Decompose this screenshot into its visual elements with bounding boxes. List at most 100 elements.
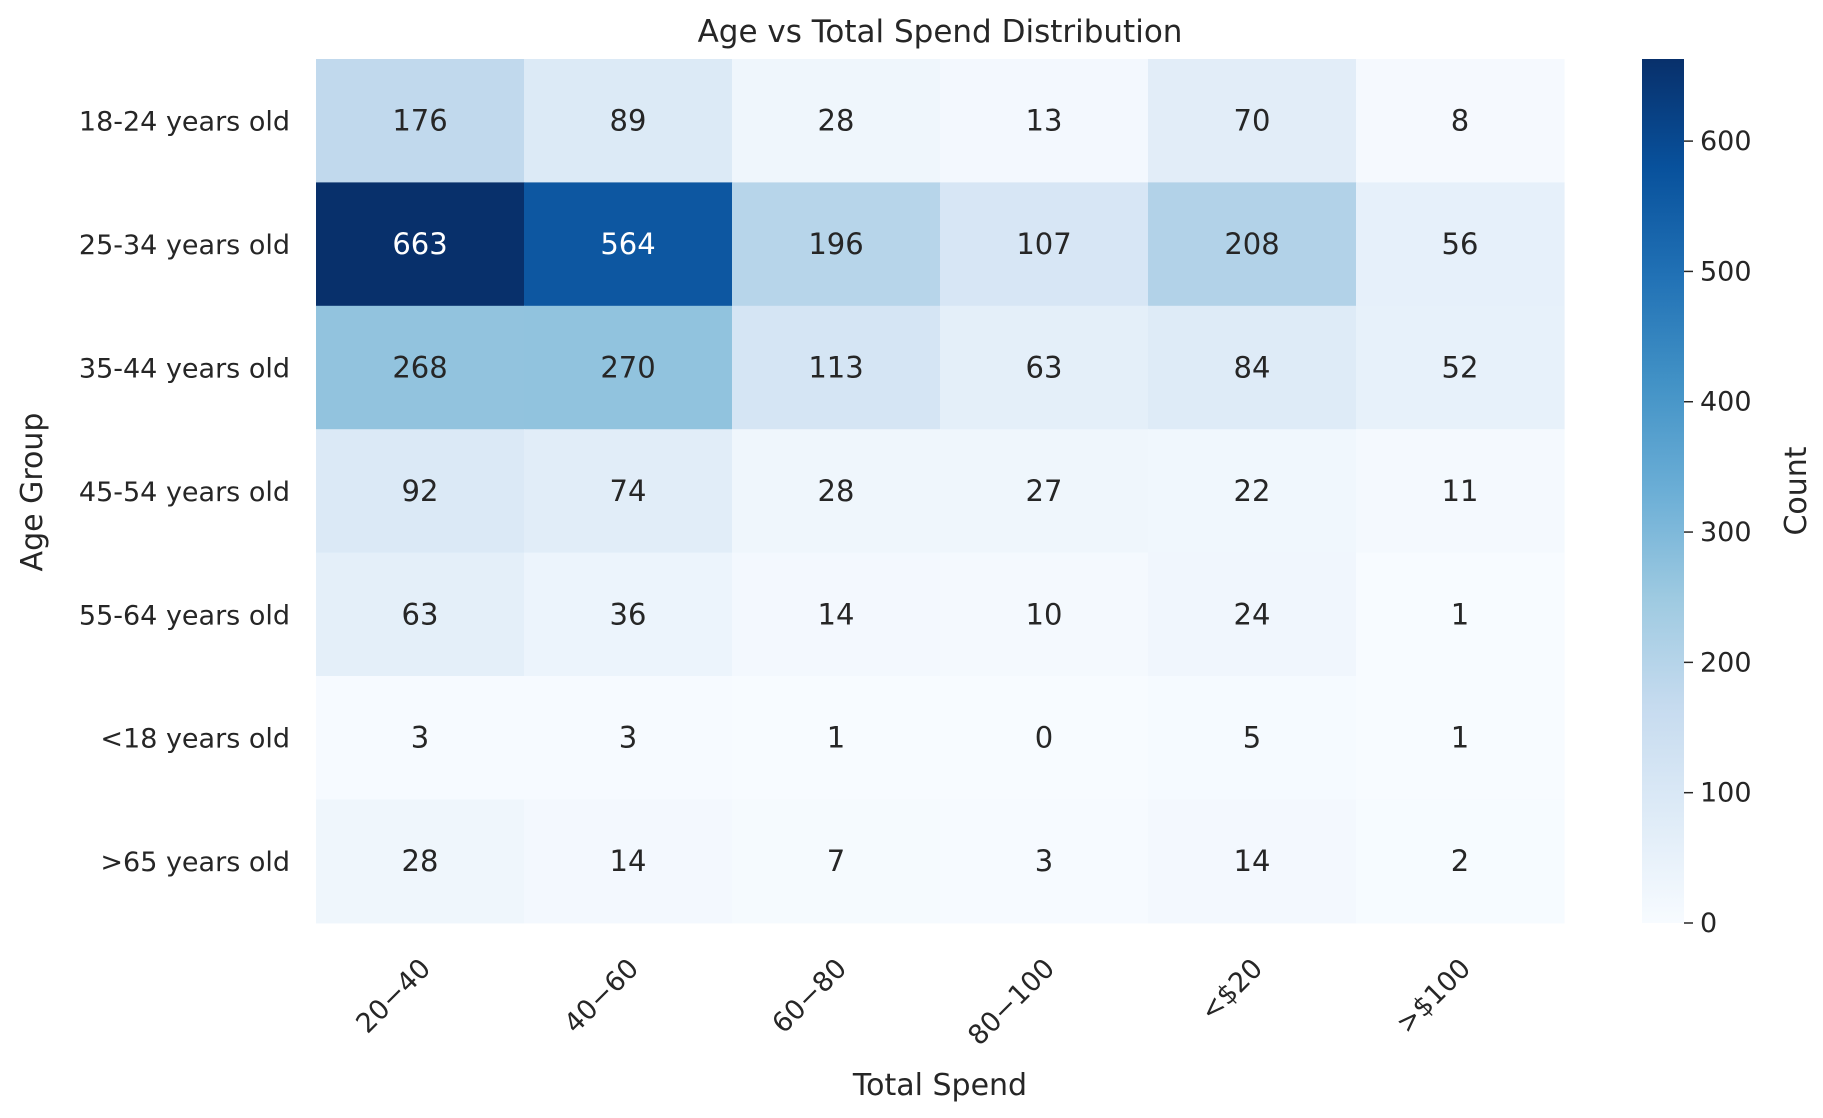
heatmap-cell [316, 59, 525, 183]
chart-title: Age vs Total Spend Distribution [698, 14, 1183, 50]
cell-value-label: 56 [1442, 227, 1479, 261]
cell-value-label: 2 [1451, 844, 1469, 878]
x-axis-label: Total Spend [852, 1068, 1027, 1103]
heatmap-cell [316, 552, 525, 677]
heatmap-cell [1148, 305, 1357, 430]
heatmap-cell [732, 552, 941, 677]
x-tick-label: 40−60 [558, 953, 645, 1040]
heatmap-cell [732, 182, 941, 307]
cell-value-label: 270 [600, 351, 655, 385]
y-tick-label: <18 years old [100, 724, 290, 755]
cell-value-label: 3 [411, 721, 429, 755]
x-tick-label: >$100 [1390, 953, 1477, 1040]
heatmap-cell [940, 799, 1149, 924]
cell-value-label: 63 [402, 597, 439, 631]
heatmap-cell [524, 429, 733, 554]
cell-value-label: 11 [1442, 474, 1479, 508]
y-tick-label: 45-54 years old [79, 477, 290, 508]
colorbar-tick-label: 400 [1700, 387, 1752, 418]
heatmap-cell [316, 676, 525, 800]
y-tick-label: 18-24 years old [79, 107, 290, 138]
cell-value-label: 176 [392, 104, 447, 138]
heatmap-cell [524, 799, 733, 924]
heatmap-cell [1356, 429, 1565, 554]
heatmap-cell [940, 59, 1149, 183]
cell-value-label: 5 [1243, 721, 1261, 755]
y-tick-label: 55-64 years old [79, 600, 290, 631]
cell-value-label: 0 [1035, 721, 1053, 755]
heatmap-cell [1356, 182, 1565, 307]
heatmap-cell [524, 676, 733, 800]
x-tick-label: 20−40 [350, 953, 437, 1040]
heatmap-cell [732, 799, 941, 924]
y-tick-labels: 18-24 years old 25-34 years old 35-44 year… [79, 107, 290, 878]
cell-value-label: 113 [808, 351, 863, 385]
heatmap-cell [524, 59, 733, 183]
heatmap-cell [316, 182, 525, 307]
cell-value-label: 14 [1234, 844, 1271, 878]
cell-value-label: 1 [827, 721, 845, 755]
heatmap-cell [1356, 799, 1565, 924]
heatmap-cell [1148, 676, 1357, 800]
heatmap-cell [940, 182, 1149, 307]
cell-value-label: 14 [610, 844, 647, 878]
heatmap-cell [732, 59, 941, 183]
x-tick-label: <$20 [1195, 953, 1269, 1027]
heatmap-cell [316, 799, 525, 924]
cell-value-label: 14 [818, 597, 855, 631]
colorbar [1642, 59, 1684, 923]
cell-value-label: 107 [1016, 227, 1071, 261]
heatmap-cell [316, 429, 525, 554]
cell-value-label: 28 [818, 474, 855, 508]
cell-value-label: 3 [1035, 844, 1053, 878]
heatmap-cell [316, 305, 525, 430]
cell-value-label: 28 [402, 844, 439, 878]
heatmap-cell [524, 305, 733, 430]
cell-value-label: 36 [610, 597, 647, 631]
cell-value-label: 7 [827, 844, 845, 878]
heatmap-cell [1356, 676, 1565, 800]
cell-value-label: 63 [1026, 351, 1063, 385]
heatmap-cell [1148, 182, 1357, 307]
colorbar-tick-label: 100 [1700, 778, 1752, 809]
cell-value-label: 27 [1026, 474, 1063, 508]
y-tick-label: 25-34 years old [79, 230, 290, 261]
heatmap-cell [524, 182, 733, 307]
heatmap-cells [316, 59, 1565, 924]
heatmap-cell [732, 429, 941, 554]
x-tick-label: 60−80 [766, 953, 853, 1040]
y-tick-label: >65 years old [100, 847, 290, 878]
heatmap-cell [732, 305, 941, 430]
colorbar-tick-label: 600 [1700, 126, 1752, 157]
cell-value-label: 663 [392, 227, 447, 261]
cell-value-label: 8 [1451, 104, 1469, 138]
cell-value-label: 564 [600, 227, 655, 261]
heatmap-cell [1148, 59, 1357, 183]
heatmap-cell [524, 552, 733, 677]
x-tick-labels: 20−40 40−60 60−80 80−100 <$20 >$100 [350, 953, 1477, 1052]
cell-value-label: 3 [619, 721, 637, 755]
heatmap-cell [1148, 429, 1357, 554]
colorbar-tick-label: 500 [1700, 256, 1752, 287]
cell-value-label: 74 [610, 474, 647, 508]
cell-value-label: 1 [1451, 597, 1469, 631]
heatmap-cell [1148, 552, 1357, 677]
cell-value-label: 1 [1451, 721, 1469, 755]
cell-value-label: 10 [1026, 597, 1063, 631]
colorbar-tick-label: 200 [1700, 647, 1752, 678]
heatmap-cell [940, 305, 1149, 430]
y-tick-label: 35-44 years old [79, 354, 290, 385]
cell-value-label: 13 [1026, 104, 1063, 138]
cell-value-label: 84 [1234, 351, 1271, 385]
heatmap-cell [732, 676, 941, 800]
cell-value-label: 92 [402, 474, 439, 508]
colorbar-tick-label: 300 [1700, 517, 1752, 548]
cell-value-label: 268 [392, 351, 447, 385]
cell-value-label: 28 [818, 104, 855, 138]
heatmap-cell [940, 676, 1149, 800]
heatmap-cell [940, 552, 1149, 677]
colorbar-ticks: 0 100 200 300 400 500 600 [1684, 126, 1752, 939]
cell-value-label: 22 [1234, 474, 1271, 508]
